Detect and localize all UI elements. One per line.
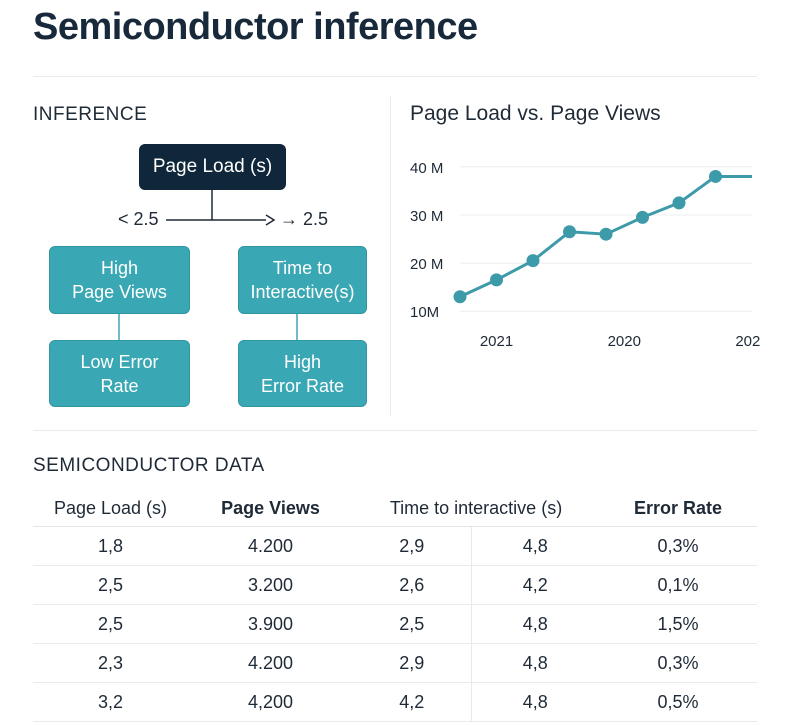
y-tick-label: 40 M	[410, 160, 443, 177]
table-cell: 3,2	[33, 682, 188, 722]
table-cell: 2,5	[33, 604, 188, 644]
table-cell: 4.200	[188, 643, 353, 683]
table-cell: 4,8	[470, 604, 599, 644]
tree-connectors	[118, 190, 298, 340]
table-cell: 4.200	[188, 526, 353, 566]
left-branch-label: < 2.5	[118, 209, 159, 229]
table-cell: 0,1%	[599, 565, 757, 605]
data-point	[709, 169, 722, 183]
right-branch-label: → 2.5	[280, 209, 329, 229]
tree-root-label: Page Load (s)	[152, 156, 273, 177]
y-tick-label: 30 M	[410, 208, 443, 225]
table-row[interactable]: 2,3 4.200 2,9 4,8 0,3%	[33, 643, 757, 683]
header-divider	[33, 76, 757, 77]
table-cell: 1,8	[33, 526, 188, 566]
table-cell: 1,5%	[599, 604, 757, 644]
table-cell: 4,8	[470, 526, 599, 566]
table-header-row: Page Load (s) Page Views Time to interac…	[33, 490, 757, 527]
table-cell: 3.200	[188, 565, 353, 605]
node-line: Page Views	[72, 282, 167, 302]
tree-node-high-page-views[interactable]: High Page Views	[49, 246, 190, 314]
node-line: Error Rate	[260, 375, 345, 396]
table-row[interactable]: 2,5 3.200 2,6 4,2 0,1%	[33, 565, 757, 605]
y-tick-label: 20 M	[410, 256, 443, 273]
section-divider	[390, 96, 391, 416]
data-point	[453, 290, 467, 304]
table-row[interactable]: 2,5 3.900 2,5 4,8 1,5%	[33, 604, 757, 644]
tree-leaf-high-error-rate[interactable]: High Error Rate	[238, 340, 367, 407]
table-cell: 0,5%	[599, 682, 757, 722]
data-point	[490, 273, 503, 287]
x-tick-label: 2021	[480, 333, 513, 350]
middle-divider	[33, 430, 757, 431]
table-cell: 4,2	[353, 682, 471, 722]
line-chart: 40 M 30 M 20 M 10M 2021 2020 2023	[410, 160, 760, 350]
chart-title: Page Load vs. Page Views	[410, 102, 661, 125]
node-line: Time to	[272, 258, 333, 278]
node-line: Low Error	[80, 351, 159, 372]
node-line: High	[283, 351, 322, 372]
table-row[interactable]: 1,8 4.200 2,9 4,8 0,3%	[33, 526, 757, 566]
table-row[interactable]: 3,2 4,200 4,2 4,8 0,5%	[33, 682, 757, 722]
col-header-time-to-interactive[interactable]: Time to interactive (s)	[353, 490, 599, 527]
table-cell: 2,9	[353, 643, 471, 683]
table-section-label: SEMICONDUCTOR DATA	[33, 455, 265, 476]
table-cell: 2,3	[33, 643, 188, 683]
table-cell: 0,3%	[599, 526, 757, 566]
data-point	[599, 227, 613, 241]
table-cell: 2,9	[353, 526, 471, 566]
col-header-error-rate[interactable]: Error Rate	[599, 490, 757, 527]
tree-root-node[interactable]: Page Load (s)	[139, 144, 286, 190]
x-tick-label: 2023	[735, 333, 760, 350]
table-cell: 2,5	[353, 604, 471, 644]
table-cell: 3.900	[188, 604, 353, 644]
tree-node-time-to-interactive[interactable]: Time to Interactive(s)	[238, 246, 367, 314]
node-line: Rate	[100, 375, 139, 396]
table-cell: 2,6	[353, 565, 471, 605]
data-point	[563, 225, 576, 239]
inference-section-label: INFERENCE	[33, 104, 148, 125]
data-point	[672, 196, 686, 210]
col-header-page-load[interactable]: Page Load (s)	[33, 490, 188, 527]
table-cell: 4,8	[470, 643, 599, 683]
page-title: Semiconductor inference	[33, 6, 478, 48]
data-point	[526, 254, 540, 268]
table-cell: 4,8	[470, 682, 599, 722]
table-cell: 0,3%	[599, 643, 757, 683]
table-cell: 2,5	[33, 565, 188, 605]
x-tick-label: 2020	[608, 333, 641, 350]
node-line: Interactive(s)	[250, 282, 355, 302]
col-header-page-views[interactable]: Page Views	[188, 490, 353, 527]
table-cell: 4,2	[470, 565, 599, 605]
data-table: Page Load (s) Page Views Time to interac…	[33, 490, 757, 722]
tree-leaf-low-error-rate[interactable]: Low Error Rate	[49, 340, 190, 407]
node-line: High	[100, 258, 139, 278]
table-cell: 4,200	[188, 682, 353, 722]
data-point	[636, 210, 649, 224]
y-tick-label: 10M	[410, 304, 439, 321]
